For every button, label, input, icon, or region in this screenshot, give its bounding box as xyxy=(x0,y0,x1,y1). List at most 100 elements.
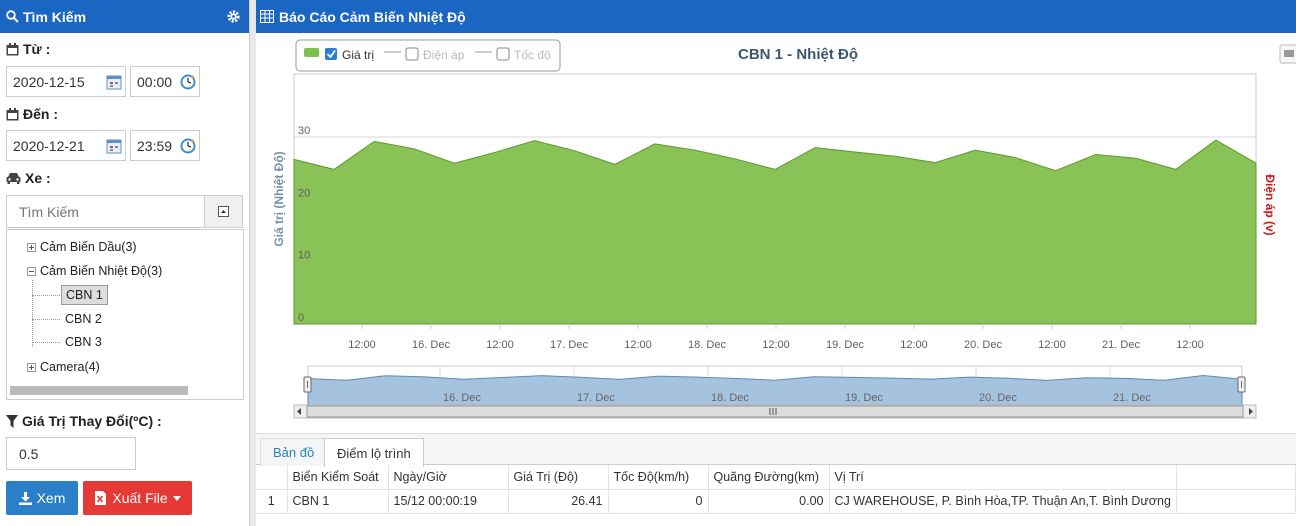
tab-map[interactable]: Bản đồ xyxy=(260,438,328,466)
expand-icon[interactable] xyxy=(27,242,36,252)
export-file-button[interactable]: Xuất File xyxy=(83,481,192,515)
collapse-icon[interactable] xyxy=(27,266,36,276)
vehicle-label-row: Xe : xyxy=(6,170,51,186)
tree-leaf-cbn1[interactable]: CBN 1 xyxy=(61,285,108,305)
date-picker-icon[interactable] xyxy=(106,74,122,90)
check-icon xyxy=(326,49,336,59)
chart-legend: Giá trị Điện áp Tốc độ xyxy=(295,39,561,72)
report-panel-title: Báo Cáo Cảm Biến Nhiệt Độ xyxy=(279,8,466,25)
table-row[interactable]: 1 CBN 1 15/12 00:00:19 26.41 0 0.00 CJ W… xyxy=(256,489,1296,514)
from-date-value: 2020-12-15 xyxy=(13,73,85,90)
filter-icon xyxy=(6,414,18,428)
temperature-chart: 0 10 20 30 12:00 16. Dec 12:00 17. Dec 12:00 18.… xyxy=(256,33,1296,428)
series-area-gia-tri xyxy=(293,139,1257,325)
collapse-tree-button[interactable] xyxy=(204,196,242,227)
checkbox-unchecked-icon[interactable] xyxy=(496,47,510,61)
navigator-scrollbar[interactable] xyxy=(293,404,1257,419)
x-tick-label: 12:00 xyxy=(762,339,790,351)
navigator-handle-left[interactable] xyxy=(303,376,312,393)
cell-filler xyxy=(1176,489,1296,514)
cell-index: 1 xyxy=(256,489,288,514)
view-button-label: Xem xyxy=(36,490,66,506)
checkbox-unchecked-icon[interactable] xyxy=(405,47,419,61)
date-picker-icon[interactable] xyxy=(106,138,122,154)
expand-icon[interactable] xyxy=(27,362,36,372)
navigator-handle-right[interactable] xyxy=(1237,376,1246,393)
tab-route-points[interactable]: Điểm lộ trình xyxy=(324,438,424,467)
calendar-icon xyxy=(6,42,19,55)
to-label: Đến : xyxy=(23,106,58,122)
threshold-input[interactable]: 0.5 xyxy=(6,437,136,470)
chart-menu-button[interactable] xyxy=(1279,44,1296,64)
legend-item-dien-ap[interactable]: Điện áp xyxy=(384,47,465,62)
column-header-filler xyxy=(1176,465,1296,490)
column-header-index xyxy=(256,465,288,490)
tree-leaf-cbn2[interactable]: CBN 2 xyxy=(61,310,106,328)
tree-group-label: Camera(4) xyxy=(40,360,100,374)
from-date-input[interactable]: 2020-12-15 xyxy=(6,66,126,97)
navigator-tick-label: 18. Dec xyxy=(711,392,749,404)
gear-icon[interactable] xyxy=(226,9,241,24)
tree-leaf-label: CBN 3 xyxy=(65,335,102,349)
arrow-left-icon[interactable] xyxy=(297,408,301,415)
tree-leaf-cbn3[interactable]: CBN 3 xyxy=(61,333,106,351)
cell-datetime: 15/12 00:00:19 xyxy=(388,489,509,514)
threshold-label: Giá Trị Thay Đổi(ºC) : xyxy=(22,413,162,429)
caret-down-icon xyxy=(172,495,181,501)
column-header-datetime: Ngày/Giờ xyxy=(388,465,509,490)
legend-label: Điện áp xyxy=(423,48,465,62)
legend-box xyxy=(295,39,561,72)
to-time-input[interactable]: 23:59 xyxy=(130,130,200,161)
cell-distance: 0.00 xyxy=(708,489,830,514)
vehicle-search-box xyxy=(6,195,243,228)
tree-group-temp-sensor[interactable]: Cảm Biến Nhiệt Độ(3) xyxy=(27,264,162,278)
cell-speed: 0 xyxy=(608,489,709,514)
y-tick-label: 0 xyxy=(298,312,304,324)
tree-group-oil-sensor[interactable]: Cảm Biến Dầu(3) xyxy=(27,240,137,254)
tree-horizontal-scrollbar[interactable] xyxy=(10,386,188,395)
x-axis-ticks: 12:00 16. Dec 12:00 17. Dec 12:00 18. Dec 12:0… xyxy=(348,324,1204,351)
from-label-row: Từ : xyxy=(6,41,50,57)
to-label-row: Đến : xyxy=(6,106,58,122)
legend-item-toc-do[interactable]: Tốc độ xyxy=(475,47,551,62)
tree-leaf-label: CBN 2 xyxy=(65,312,102,326)
to-date-value: 2020-12-21 xyxy=(13,137,85,154)
threshold-value: 0.5 xyxy=(19,445,39,462)
navigator-tick-label: 20. Dec xyxy=(979,392,1017,404)
legend-swatch xyxy=(304,48,319,57)
tree-group-camera[interactable]: Camera(4) xyxy=(27,360,100,374)
search-panel-header: Tìm Kiếm xyxy=(0,0,249,33)
tree-connector xyxy=(32,280,33,347)
view-button[interactable]: Xem xyxy=(6,481,78,515)
column-header-distance: Quãng Đường(km) xyxy=(708,465,830,490)
x-tick-label: 20. Dec xyxy=(964,339,1002,351)
scrollbar-thumb[interactable] xyxy=(306,405,1244,418)
to-time-value: 23:59 xyxy=(137,137,173,154)
tab-route-label: Điểm lộ trình xyxy=(337,445,411,461)
navigator-ticks: 16. Dec 17. Dec 18. Dec 19. Dec 20. Dec 21. D… xyxy=(443,392,1151,404)
vehicle-search-input[interactable] xyxy=(7,196,203,227)
search-panel: Tìm Kiếm Từ : 2020-12-15 00:00 Đến : 202… xyxy=(0,0,250,526)
search-icon xyxy=(6,10,19,23)
arrow-right-icon[interactable] xyxy=(1249,408,1253,415)
tree-connector xyxy=(32,342,60,343)
chevron-up-icon xyxy=(218,206,229,217)
to-date-input[interactable]: 2020-12-21 xyxy=(6,130,126,161)
scrollbar-grip-icon xyxy=(769,408,777,415)
from-time-input[interactable]: 00:00 xyxy=(130,66,200,97)
navigator-tick-label: 19. Dec xyxy=(845,392,883,404)
legend-label: Giá trị xyxy=(342,48,374,62)
report-panel: Báo Cáo Cảm Biến Nhiệt Độ 0 10 20 30 12:00 1… xyxy=(256,0,1296,526)
checkbox-checked-icon[interactable] xyxy=(325,48,337,60)
calendar-icon xyxy=(6,107,19,120)
cell-plate: CBN 1 xyxy=(287,489,389,514)
navigator-tick-label: 16. Dec xyxy=(443,392,481,404)
x-tick-label: 16. Dec xyxy=(412,339,450,351)
legend-item-gia-tri[interactable]: Giá trị xyxy=(304,48,374,62)
clock-icon[interactable] xyxy=(180,138,196,154)
clock-icon[interactable] xyxy=(180,74,196,90)
x-tick-label: 19. Dec xyxy=(826,339,864,351)
export-button-label: Xuất File xyxy=(112,490,168,506)
y-axis-label-right: Điện áp (v) xyxy=(1263,174,1277,235)
y-tick-label: 30 xyxy=(298,125,310,137)
